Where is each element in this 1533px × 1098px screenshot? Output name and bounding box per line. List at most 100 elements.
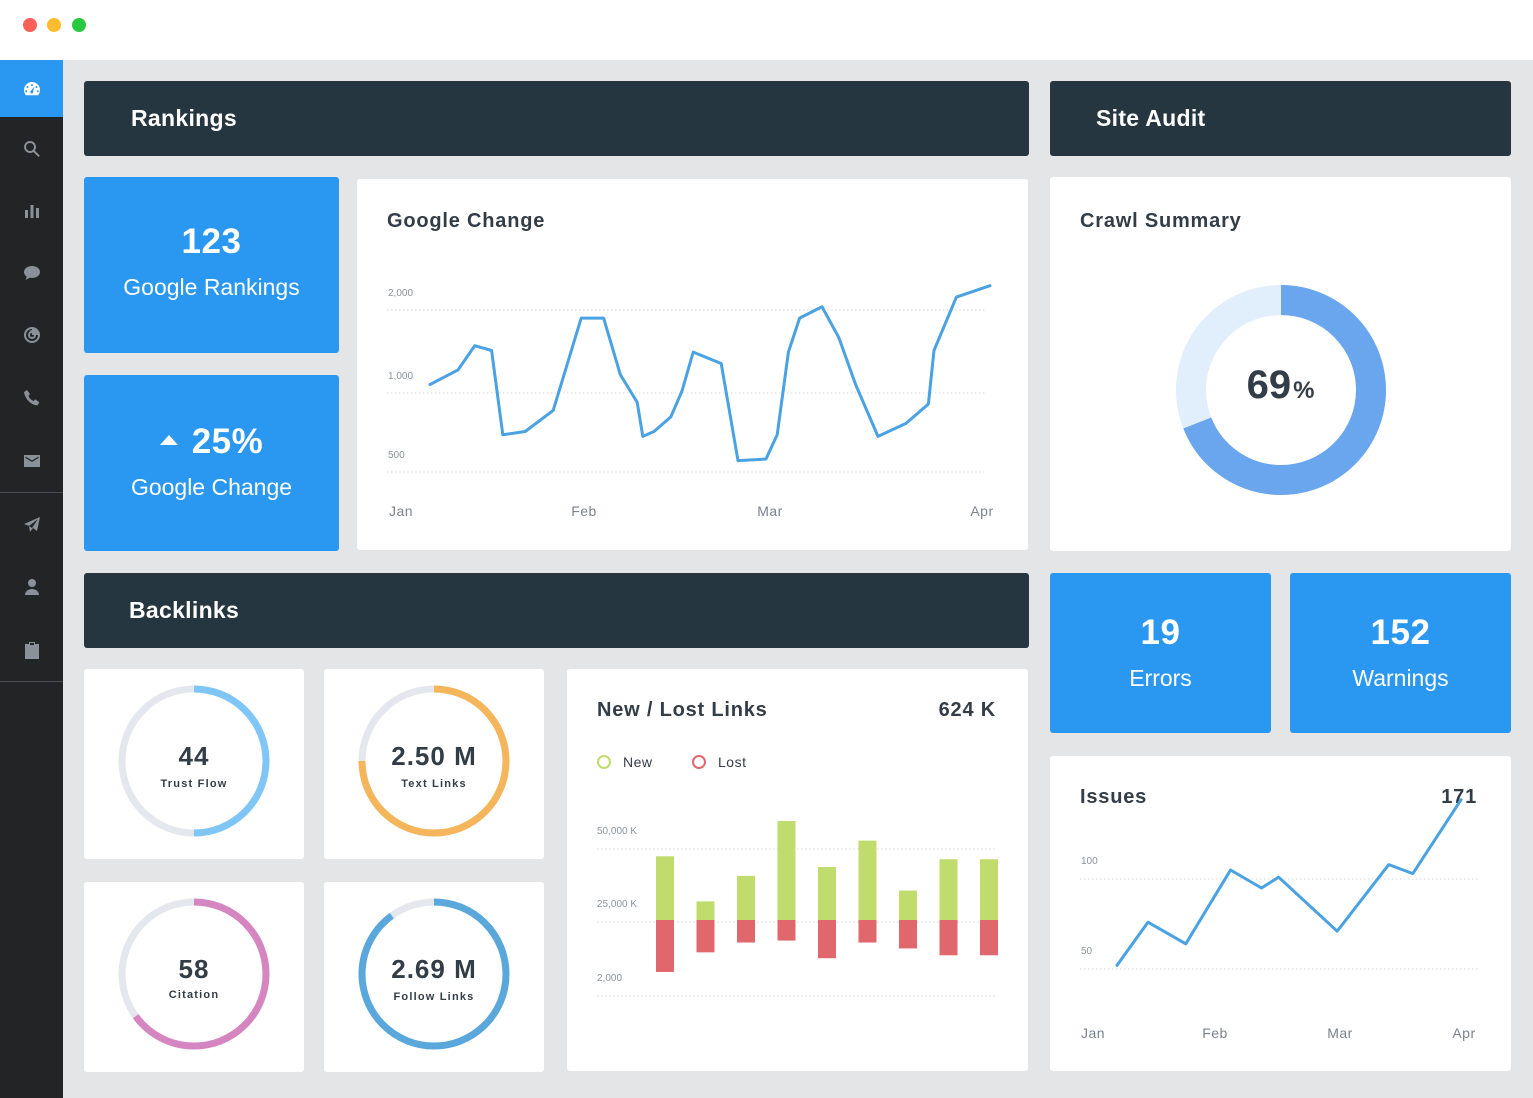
legend-new[interactable]: New <box>597 754 653 770</box>
x-tick-label: Jan <box>389 503 413 519</box>
lost-links-bar[interactable] <box>777 920 796 941</box>
new-lost-links-chart: 50,000 K25,000 K2,000JanFebMarApr <box>597 821 998 997</box>
sidebar-item-targets[interactable] <box>0 306 63 363</box>
follow-links-label: Follow Links <box>393 991 475 1003</box>
y-tick-label: 50,000 K <box>597 826 637 837</box>
backlinks-header: Backlinks <box>84 573 1029 648</box>
text-links-card[interactable]: 2.50 M Text Links <box>324 669 544 859</box>
sidebar-item-tasks[interactable] <box>0 621 63 678</box>
citation-card[interactable]: 58 Citation <box>84 882 304 1072</box>
citation-value: 58 <box>178 954 210 984</box>
search-icon <box>23 140 40 157</box>
legend-lost-label: Lost <box>718 754 747 770</box>
lost-links-bar[interactable] <box>980 920 998 956</box>
sidebar-item-mail[interactable] <box>0 432 63 489</box>
crawl-summary-value: 69% <box>1050 363 1511 408</box>
errors-label: Errors <box>1129 665 1192 691</box>
new-links-bar[interactable] <box>899 890 917 920</box>
rankings-header: Rankings <box>84 81 1029 156</box>
google-rankings-card[interactable]: 123 Google Rankings <box>84 177 339 353</box>
phone-icon <box>23 389 39 405</box>
google-change-line <box>428 284 992 463</box>
sidebar-item-dashboard[interactable] <box>0 60 63 117</box>
sidebar-item-users[interactable] <box>0 558 63 615</box>
sidebar-item-send[interactable] <box>0 496 63 553</box>
issues-line <box>1115 798 1463 967</box>
trust-flow-value: 44 <box>178 741 210 771</box>
crawl-progress-arc <box>1176 285 1386 495</box>
new-links-bar[interactable] <box>696 901 715 920</box>
arrow-up-icon <box>159 434 178 445</box>
lost-links-bar[interactable] <box>696 920 715 953</box>
lost-links-bar[interactable] <box>656 920 674 972</box>
new-links-bar[interactable] <box>818 867 836 920</box>
minimize-window-button[interactable] <box>47 18 61 32</box>
y-tick-label: 2,000 <box>597 973 622 984</box>
google-change-value: 25% <box>191 422 264 461</box>
dashboard-main: Rankings Site Audit 123 Google Rankings … <box>63 60 1533 1098</box>
x-tick-label: Feb <box>571 503 597 519</box>
sidebar-divider <box>0 681 63 682</box>
issues-chart: 100 50 Jan Feb Mar Apr <box>1080 798 1480 1041</box>
legend-new-label: New <box>623 754 653 770</box>
new-links-bar[interactable] <box>777 821 796 920</box>
new-links-bar[interactable] <box>737 875 755 920</box>
dashboard-icon <box>23 81 40 95</box>
new-links-bar[interactable] <box>939 859 958 920</box>
site-audit-title: Site Audit <box>1096 105 1206 131</box>
trust-flow-card[interactable]: 44 Trust Flow <box>84 669 304 859</box>
sidebar-item-search[interactable] <box>0 120 63 177</box>
legend-new-marker <box>597 755 611 769</box>
send-icon <box>23 516 40 532</box>
crawl-summary-donut <box>1176 285 1386 495</box>
google-change-card[interactable]: 25% Google Change <box>84 375 339 551</box>
close-window-button[interactable] <box>23 18 37 32</box>
google-rankings-label: Google Rankings <box>123 274 300 300</box>
text-links-ring <box>358 685 510 837</box>
ring-progress-arc <box>358 685 510 837</box>
sidebar-item-messages[interactable] <box>0 244 63 301</box>
google-change-chart-title: Google Change <box>387 210 546 232</box>
new-links-bar[interactable] <box>980 859 998 920</box>
citation-ring <box>118 898 270 1050</box>
warnings-label: Warnings <box>1352 665 1449 691</box>
site-audit-header: Site Audit <box>1050 81 1511 156</box>
legend-lost[interactable]: Lost <box>692 754 746 770</box>
user-icon <box>24 578 39 595</box>
follow-links-card[interactable]: 2.69 M Follow Links <box>324 882 544 1072</box>
ring-progress-arc <box>118 898 270 1050</box>
google-change-label: Google Change <box>130 474 293 500</box>
y-tick-label: 25,000 K <box>597 899 637 910</box>
x-tick-label: Mar <box>1327 1025 1353 1041</box>
lost-links-bar[interactable] <box>939 920 958 956</box>
maximize-window-button[interactable] <box>72 18 86 32</box>
crawl-summary-card: Crawl Summary 69% <box>1050 177 1511 551</box>
crawl-percent-unit: % <box>1293 377 1315 404</box>
sidebar-item-reports[interactable] <box>0 182 63 239</box>
x-tick-label: Apr <box>970 503 993 519</box>
lost-links-bar[interactable] <box>818 920 836 959</box>
lost-links-bar[interactable] <box>899 920 917 949</box>
x-tick-label: Mar <box>757 503 783 519</box>
warnings-card[interactable]: 152 Warnings <box>1290 573 1511 733</box>
lost-links-bar[interactable] <box>737 920 755 943</box>
follow-links-ring <box>358 898 510 1050</box>
lost-links-bar[interactable] <box>858 920 877 943</box>
errors-card[interactable]: 19 Errors <box>1050 573 1271 733</box>
text-links-label: Text Links <box>401 778 467 790</box>
new-links-bar[interactable] <box>656 856 674 920</box>
sidebar <box>0 60 63 1098</box>
chat-icon <box>23 265 40 280</box>
errors-value: 19 <box>1140 613 1181 652</box>
new-links-bar[interactable] <box>858 840 877 920</box>
google-rankings-value: 123 <box>181 222 242 261</box>
y-tick-label: 1,000 <box>388 371 413 382</box>
new-lost-links-card: New / Lost Links 624 K New Lost 50,000 K… <box>567 669 1028 1071</box>
issues-title: Issues <box>1080 786 1148 808</box>
new-lost-links-title: New / Lost Links <box>597 699 768 721</box>
x-tick-label: Apr <box>1452 1025 1475 1041</box>
sidebar-item-calls[interactable] <box>0 369 63 426</box>
crawl-percent-value: 69 <box>1246 363 1292 407</box>
x-tick-label: Feb <box>1202 1025 1228 1041</box>
legend-lost-marker <box>692 755 706 769</box>
